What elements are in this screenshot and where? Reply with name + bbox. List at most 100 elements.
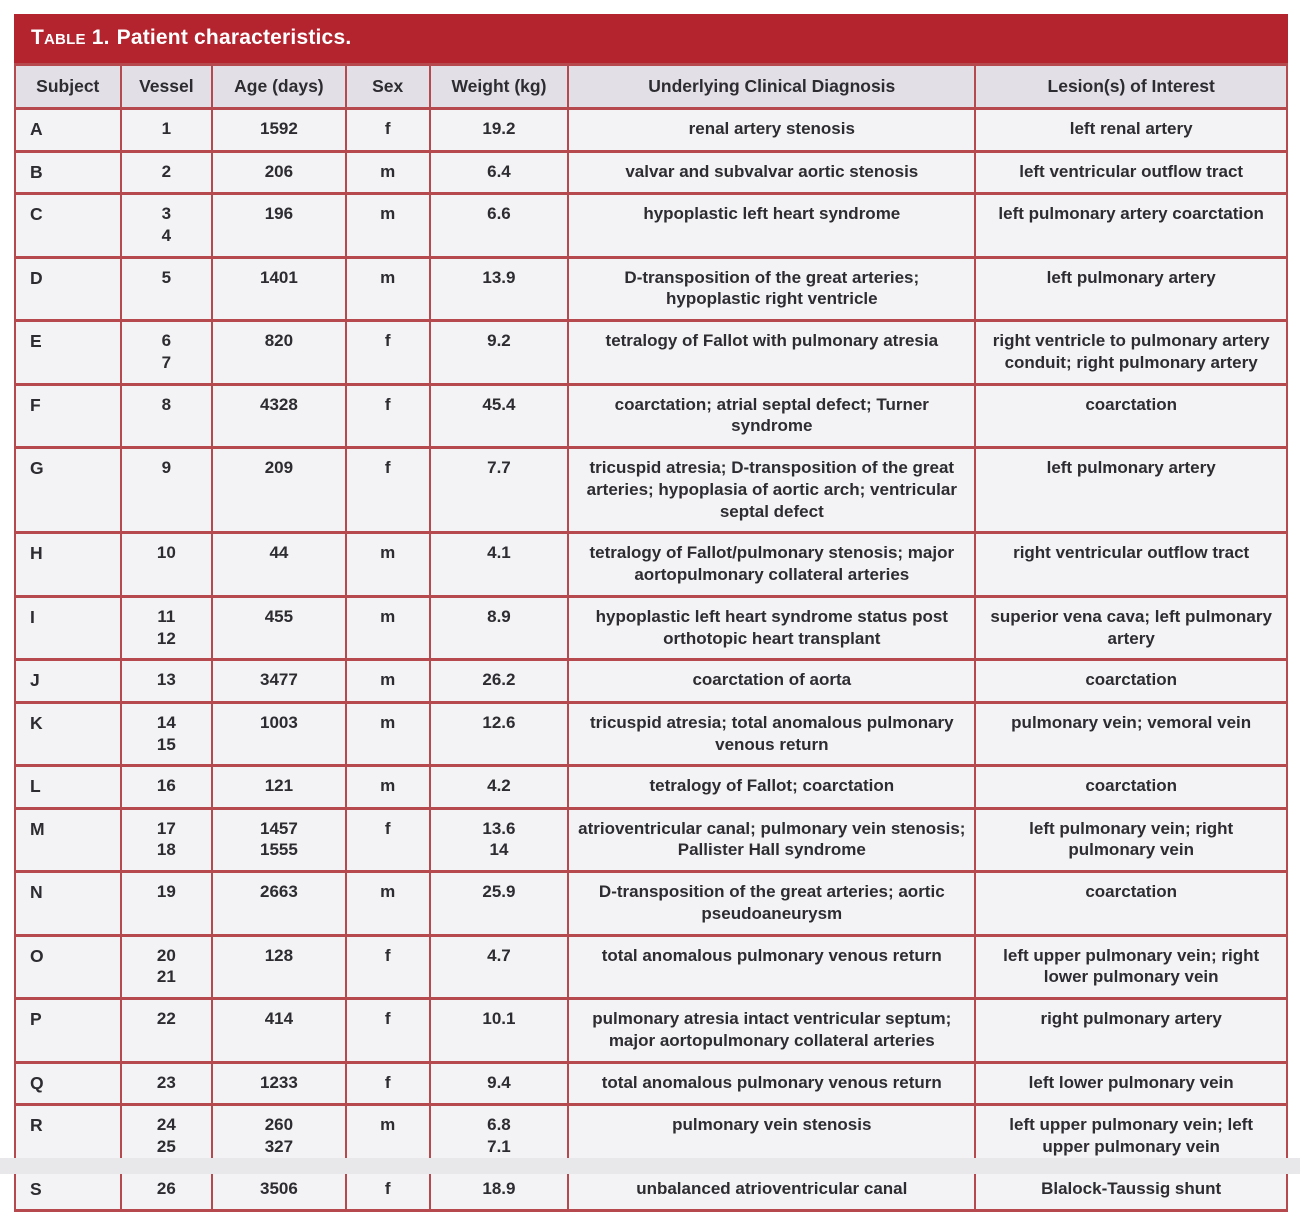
- cell-sex: m: [344, 870, 431, 937]
- column-header-diagnosis: Underlying Clinical Diagnosis: [567, 62, 977, 111]
- cell-weight: 12.6: [428, 700, 570, 768]
- cell-sex: m: [344, 700, 431, 768]
- cell-diagnosis: renal artery stenosis: [567, 107, 977, 153]
- table-row: G 9 209 f 7.7 tricuspid atresia; D-transposit…: [14, 446, 1288, 535]
- cell-weight: 7.7: [428, 446, 570, 535]
- cell-weight: 45.4: [428, 382, 570, 450]
- cell-sex: m: [344, 255, 431, 323]
- cell-lesion: left pulmonary vein; right pulmonary vei…: [974, 806, 1288, 874]
- cell-subject: F: [14, 382, 122, 450]
- cell-sex: m: [344, 658, 431, 704]
- column-header-lesion: Lesion(s) of Interest: [974, 62, 1288, 111]
- cell-sex: f: [344, 319, 431, 386]
- cell-diagnosis: D-transposition of the great arteries; a…: [567, 870, 977, 937]
- cell-subject: J: [14, 658, 122, 704]
- cell-lesion: coarctation: [974, 764, 1288, 810]
- cell-sex: f: [344, 1060, 431, 1107]
- cell-sex: f: [344, 446, 431, 535]
- page-footer-strip: [0, 1158, 1300, 1174]
- cell-lesion: left upper pulmonary vein; right lower p…: [974, 933, 1288, 1001]
- column-header-weight: Weight (kg): [428, 62, 570, 111]
- cell-vessel: 19: [119, 870, 214, 937]
- table-row: I 11 12 455 m 8.9 hypoplastic left heart synd…: [14, 594, 1288, 662]
- cell-vessel: 22: [119, 997, 214, 1064]
- table-title-number: Table 1.: [31, 25, 110, 49]
- column-header-vessel: Vessel: [119, 62, 214, 111]
- cell-subject: S: [14, 1166, 122, 1212]
- cell-diagnosis: D-transposition of the great arteries; h…: [567, 255, 977, 323]
- header-row: Subject Vessel Age (days) Sex Weight (kg…: [14, 62, 1288, 111]
- cell-vessel: 9: [119, 446, 214, 535]
- cell-age: 820: [211, 319, 347, 386]
- cell-age: 1592: [211, 107, 347, 153]
- cell-diagnosis: hypoplastic left heart syndrome status p…: [567, 594, 977, 662]
- cell-age: 1457 1555: [211, 806, 347, 874]
- cell-vessel: 3 4: [119, 192, 214, 259]
- cell-age: 128: [211, 933, 347, 1001]
- cell-age: 2663: [211, 870, 347, 937]
- cell-diagnosis: hypoplastic left heart syndrome: [567, 192, 977, 259]
- cell-sex: f: [344, 107, 431, 153]
- cell-lesion: superior vena cava; left pulmonary arter…: [974, 594, 1288, 662]
- cell-diagnosis: tetralogy of Fallot; coarctation: [567, 764, 977, 810]
- cell-subject: M: [14, 806, 122, 874]
- table-title-bar: Table 1. Patient characteristics.: [14, 14, 1288, 63]
- table-row: O 20 21 128 f 4.7 total anomalous pulmonary v…: [14, 933, 1288, 1001]
- cell-sex: f: [344, 806, 431, 874]
- cell-diagnosis: tricuspid atresia; total anomalous pulmo…: [567, 700, 977, 768]
- cell-weight: 13.9: [428, 255, 570, 323]
- cell-diagnosis: coarctation; atrial septal defect; Turne…: [567, 382, 977, 450]
- cell-lesion: left pulmonary artery coarctation: [974, 192, 1288, 259]
- cell-lesion: left pulmonary artery: [974, 446, 1288, 535]
- cell-diagnosis: total anomalous pulmonary venous return: [567, 933, 977, 1001]
- cell-vessel: 17 18: [119, 806, 214, 874]
- cell-sex: m: [344, 192, 431, 259]
- cell-vessel: 26: [119, 1166, 214, 1212]
- cell-diagnosis: tetralogy of Fallot with pulmonary atres…: [567, 319, 977, 386]
- cell-weight: 4.1: [428, 531, 570, 598]
- table-row: P 22 414 f 10.1 pulmonary atresia intact vent…: [14, 997, 1288, 1064]
- cell-sex: m: [344, 531, 431, 598]
- cell-sex: f: [344, 382, 431, 450]
- cell-age: 4328: [211, 382, 347, 450]
- cell-vessel: 16: [119, 764, 214, 810]
- cell-vessel: 13: [119, 658, 214, 704]
- cell-diagnosis: tetralogy of Fallot/pulmonary stenosis; …: [567, 531, 977, 598]
- cell-weight: 19.2: [428, 107, 570, 153]
- cell-weight: 13.6 14: [428, 806, 570, 874]
- cell-diagnosis: pulmonary atresia intact ventricular sep…: [567, 997, 977, 1064]
- cell-subject: O: [14, 933, 122, 1001]
- table-row: Q 23 1233 f 9.4 total anomalous pulmonary ven…: [14, 1060, 1288, 1107]
- cell-lesion: pulmonary vein; vemoral vein: [974, 700, 1288, 768]
- cell-age: 414: [211, 997, 347, 1064]
- cell-age: 455: [211, 594, 347, 662]
- cell-weight: 9.4: [428, 1060, 570, 1107]
- cell-vessel: 8: [119, 382, 214, 450]
- cell-diagnosis: tricuspid atresia; D-transposition of th…: [567, 446, 977, 535]
- patient-characteristics-table: Table 1. Patient characteristics. Subjec…: [14, 14, 1288, 1212]
- cell-sex: m: [344, 764, 431, 810]
- table-title-text: Patient characteristics.: [116, 25, 352, 49]
- cell-weight: 26.2: [428, 658, 570, 704]
- table-row: D 5 1401 m 13.9 D-transposition of the great …: [14, 255, 1288, 323]
- cell-vessel: 2: [119, 149, 214, 196]
- cell-vessel: 14 15: [119, 700, 214, 768]
- cell-lesion: left pulmonary artery: [974, 255, 1288, 323]
- cell-vessel: 10: [119, 531, 214, 598]
- cell-diagnosis: atrioventricular canal; pulmonary vein s…: [567, 806, 977, 874]
- cell-age: 1401: [211, 255, 347, 323]
- table-row: K 14 15 1003 m 12.6 tricuspid atresia; total …: [14, 700, 1288, 768]
- cell-age: 3506: [211, 1166, 347, 1212]
- cell-subject: K: [14, 700, 122, 768]
- cell-age: 1003: [211, 700, 347, 768]
- cell-lesion: right pulmonary artery: [974, 997, 1288, 1064]
- cell-subject: B: [14, 149, 122, 196]
- cell-weight: 4.7: [428, 933, 570, 1001]
- cell-weight: 6.4: [428, 149, 570, 196]
- cell-vessel: 20 21: [119, 933, 214, 1001]
- cell-subject: D: [14, 255, 122, 323]
- table-row: N 19 2663 m 25.9 D-transposition of the great…: [14, 870, 1288, 937]
- table-row: S 26 3506 f 18.9 unbalanced atrioventricular …: [14, 1166, 1288, 1212]
- cell-diagnosis: unbalanced atrioventricular canal: [567, 1166, 977, 1212]
- cell-vessel: 11 12: [119, 594, 214, 662]
